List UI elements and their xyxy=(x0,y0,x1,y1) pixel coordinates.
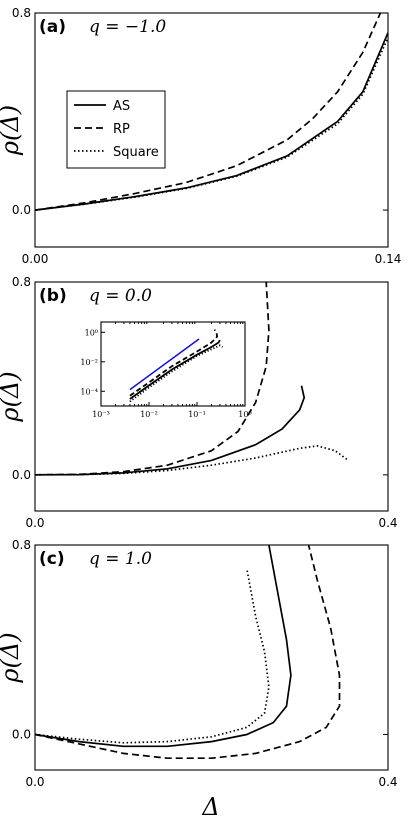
inset-x-tick-label: 10⁻¹ xyxy=(188,410,206,419)
plot-frame xyxy=(34,544,389,771)
series-line-as xyxy=(35,545,292,748)
plot-frame xyxy=(34,12,389,248)
y-tick-label: 0.0 xyxy=(12,203,31,217)
y-axis-label: ρ(Δ) xyxy=(0,371,24,422)
y-tick-label: 0.8 xyxy=(12,275,31,289)
plot-frame xyxy=(34,281,389,512)
inset-line-as xyxy=(129,339,221,400)
panel-label: (a) xyxy=(39,17,66,37)
q-label: q = 0.0 xyxy=(89,286,152,306)
q-label: q = −1.0 xyxy=(89,17,166,37)
inset-line-reference xyxy=(129,338,200,391)
series-line-rp xyxy=(35,13,382,211)
series-line-rp xyxy=(35,282,270,476)
x-tick-label: 0.4 xyxy=(378,516,397,530)
inset-line-square xyxy=(129,344,223,403)
y-tick-label: 0.8 xyxy=(12,538,31,552)
legend-box xyxy=(66,90,166,169)
series-line-square xyxy=(35,37,388,211)
x-tick-label: 0.0 xyxy=(25,516,44,530)
legend-label-square: Square xyxy=(113,145,159,160)
inset-x-tick-label: 10⁻³ xyxy=(92,410,110,419)
legend: AS RP Square xyxy=(66,90,166,169)
x-axis-label: Δ xyxy=(201,793,219,821)
y-tick-label: 0.0 xyxy=(12,468,31,482)
y-axis-label: ρ(Δ) xyxy=(0,105,24,156)
inset-frame xyxy=(100,321,246,407)
q-label: q = 1.0 xyxy=(89,549,152,569)
inset-y-tick-label: 10⁻⁴ xyxy=(80,387,98,396)
inset-y-tick-label: 10⁻² xyxy=(80,358,98,367)
panel-3: 0.0 0.4 0.0 0.8 ρ(Δ) (c) q = 1.0 xyxy=(0,538,398,789)
series-line-square xyxy=(35,568,270,744)
inset: 10⁻³ 10⁻² 10⁻¹ 10⁰ 10⁻⁴ 10⁻² 10⁰ xyxy=(80,321,252,419)
panel-label: (b) xyxy=(39,286,67,306)
y-axis-label: ρ(Δ) xyxy=(0,632,24,683)
series-group xyxy=(35,13,388,211)
panel-label: (c) xyxy=(39,549,65,569)
inset-series-group xyxy=(129,329,223,403)
series-group xyxy=(35,545,341,760)
legend-label-rp: RP xyxy=(113,122,130,137)
panel-2: 0.0 0.40.00.8ρ(Δ)(b) q = 0.010⁻³ 10⁻² 10⁻¹ 10… xyxy=(0,275,398,530)
x-tick-label: 0.14 xyxy=(375,252,402,266)
panel-1: 0.00 0.14 0.0 0.8 ρ(Δ) (a) q = −1.0 AS RP Square xyxy=(0,6,401,266)
y-tick-label: 0.8 xyxy=(12,6,31,20)
inset-x-tick-label: 10⁻² xyxy=(140,410,158,419)
inset-y-tick-label: 10⁰ xyxy=(85,328,98,337)
x-tick-label: 0.00 xyxy=(22,252,49,266)
y-tick-label: 0.0 xyxy=(12,727,31,741)
inset-line-rp xyxy=(129,329,219,397)
inset-background xyxy=(101,322,245,406)
x-tick-label: 0.4 xyxy=(378,775,397,789)
series-line-rp xyxy=(35,545,341,760)
inset-x-tick-label: 10⁰ xyxy=(238,410,251,419)
x-tick-label: 0.0 xyxy=(25,775,44,789)
series-line-square xyxy=(35,445,349,476)
series-group xyxy=(35,282,349,476)
legend-label-as: AS xyxy=(113,99,130,114)
